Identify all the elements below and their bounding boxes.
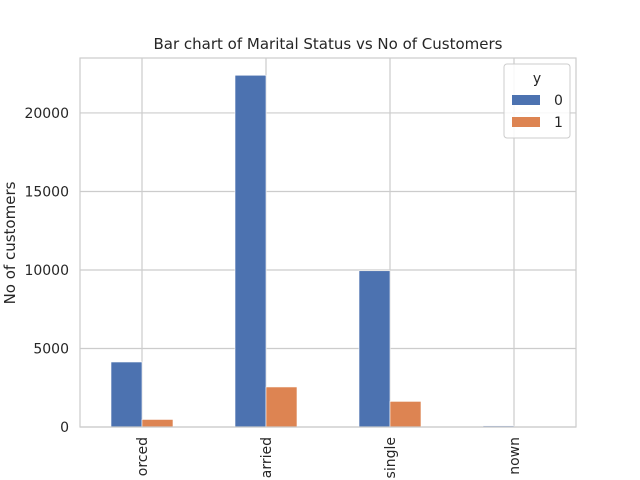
chart-title: Bar chart of Marital Status vs No of Cus…	[154, 35, 503, 53]
y-tick-label: 20000	[24, 106, 69, 122]
bar-0-orced	[110, 361, 143, 428]
x-tick-label: nown	[507, 437, 523, 475]
legend-swatch-0	[512, 95, 540, 105]
grid-lines	[80, 58, 576, 428]
legend-label-1: 1	[554, 115, 563, 131]
legend: y 0 1	[503, 63, 571, 139]
y-tick-label: 10000	[24, 263, 69, 279]
y-tick-label: 0	[60, 420, 69, 436]
legend-swatch-1	[512, 117, 540, 127]
x-tick-label: arried	[259, 437, 275, 478]
bar-1-arried	[265, 386, 298, 428]
x-tick-label: single	[383, 437, 399, 478]
x-tick-labels: orced arried single nown	[135, 437, 523, 478]
legend-title: y	[533, 71, 541, 87]
y-tick-label: 15000	[24, 184, 69, 200]
x-tick-label: orced	[135, 437, 151, 476]
y-axis-label: No of customers	[1, 181, 19, 304]
bar-1-single	[389, 401, 422, 428]
bar-0-single	[358, 270, 391, 428]
bar-0-arried	[234, 74, 267, 428]
bars	[110, 74, 546, 428]
legend-label-0: 0	[554, 93, 563, 109]
y-tick-label: 5000	[33, 341, 69, 357]
bar-1-orced	[141, 419, 174, 428]
y-tick-labels: 0 5000 10000 15000 20000	[24, 106, 69, 436]
plot-frame	[79, 57, 577, 428]
